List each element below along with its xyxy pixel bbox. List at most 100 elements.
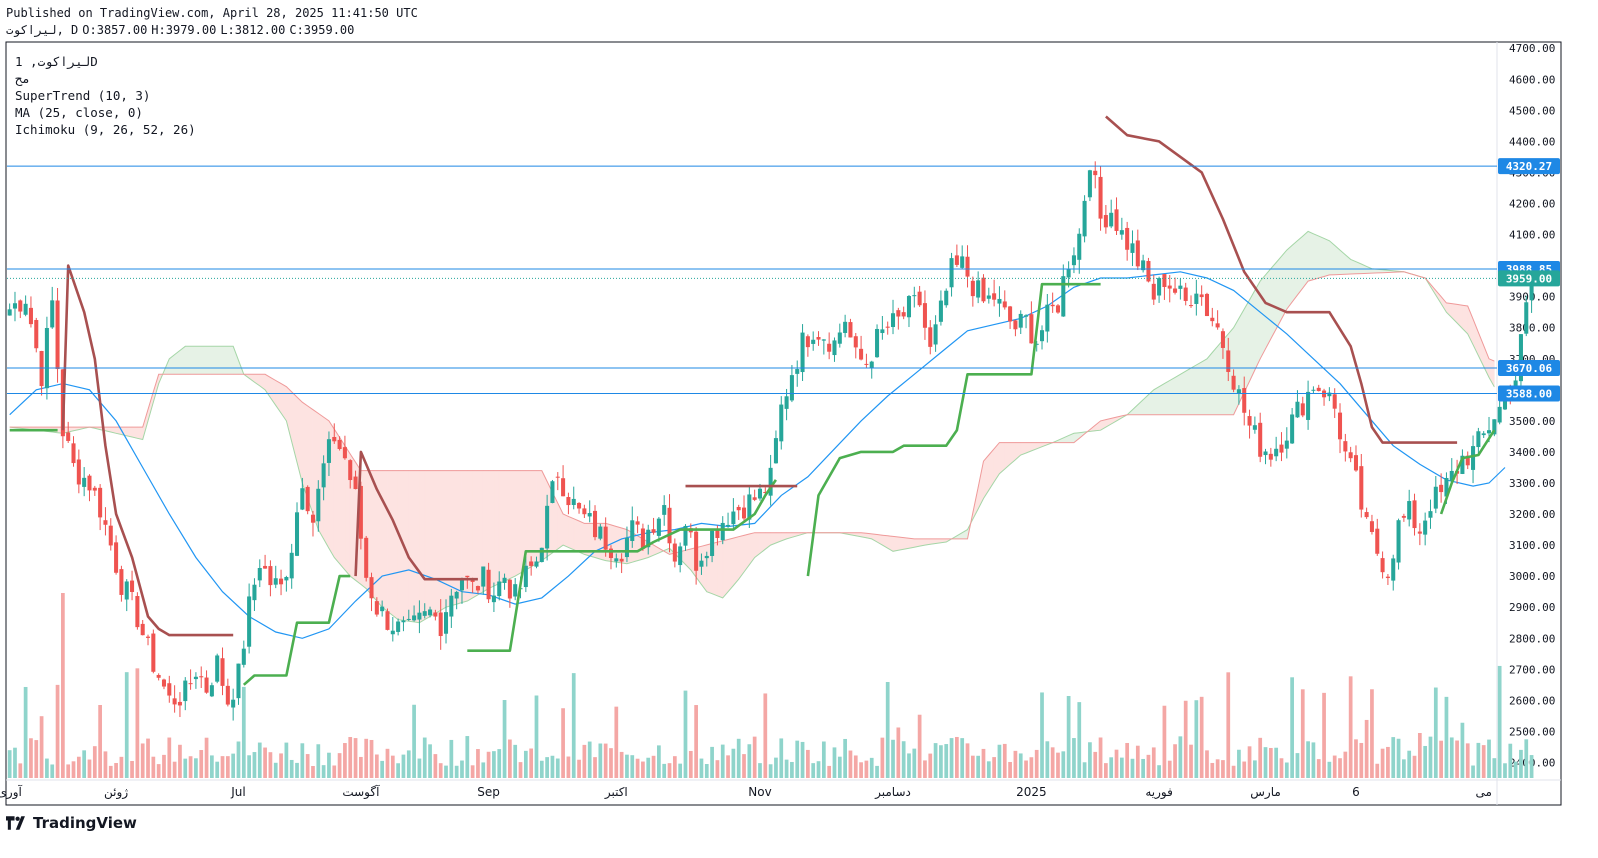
ichimoku-cloud-segment bbox=[616, 526, 622, 564]
candle-body bbox=[986, 295, 991, 299]
volume-bar bbox=[598, 743, 603, 778]
candle-body bbox=[656, 518, 661, 536]
volume-bar bbox=[76, 756, 81, 778]
candle-body bbox=[1263, 451, 1268, 456]
volume-bar bbox=[1396, 738, 1401, 778]
volume-bar bbox=[981, 748, 986, 778]
ichimoku-cloud-segment bbox=[1132, 404, 1139, 415]
candle-body bbox=[1492, 419, 1497, 435]
volume-bar bbox=[907, 753, 911, 778]
candle-body bbox=[1008, 306, 1013, 322]
last-price-badge bbox=[1498, 270, 1560, 287]
candle-body bbox=[1486, 430, 1492, 434]
volume-bar bbox=[1125, 742, 1130, 778]
volume-bar bbox=[1433, 687, 1438, 778]
volume-bar bbox=[178, 744, 182, 778]
ichimoku-cloud-segment bbox=[211, 346, 218, 375]
candle-body bbox=[1231, 375, 1236, 390]
candle-body bbox=[683, 525, 688, 546]
candle-body bbox=[76, 459, 81, 485]
volume-bar bbox=[853, 755, 858, 778]
ichimoku-cloud-segment bbox=[1174, 373, 1181, 415]
volume-bar bbox=[18, 763, 23, 778]
volume-bar bbox=[124, 672, 129, 778]
volume-bar bbox=[119, 756, 124, 778]
candle-body bbox=[859, 348, 864, 360]
volume-bar bbox=[1210, 762, 1215, 778]
candle-body bbox=[1279, 444, 1284, 453]
legend-symbol[interactable]: لیراکوت, 1D bbox=[15, 54, 98, 69]
volume-bar bbox=[593, 757, 597, 778]
candle-body bbox=[273, 578, 278, 585]
candle-body bbox=[747, 494, 752, 520]
volume-bar bbox=[1364, 719, 1369, 778]
ichimoku-cloud-segment bbox=[296, 396, 303, 484]
volume-bar bbox=[231, 753, 236, 778]
volume-bar bbox=[1183, 700, 1188, 778]
legend-supertrend[interactable]: SuperTrend (10, 3) bbox=[15, 88, 151, 103]
volume-bar bbox=[1178, 736, 1183, 778]
candle-body bbox=[1311, 389, 1316, 391]
candle-body bbox=[1359, 466, 1364, 510]
volume-bar bbox=[305, 754, 310, 778]
candle-body bbox=[773, 438, 778, 464]
candle-body bbox=[1119, 230, 1124, 235]
volume-bar bbox=[1263, 747, 1268, 778]
volume-bar bbox=[1253, 760, 1257, 778]
ohlc-open: O:3857.00 bbox=[82, 23, 148, 37]
candle-body bbox=[353, 476, 358, 490]
volume-bar bbox=[167, 737, 172, 778]
volume-bar bbox=[550, 755, 555, 778]
volume-bar bbox=[1338, 758, 1342, 778]
volume-bar bbox=[50, 764, 55, 778]
tradingview-logo[interactable]: TradingView bbox=[6, 814, 137, 832]
published-caption: Published on TradingView.com, April 28, … bbox=[6, 6, 418, 20]
candle-body bbox=[1103, 215, 1108, 228]
candle-body bbox=[66, 432, 71, 441]
volume-bar bbox=[1327, 761, 1332, 778]
volume-bar bbox=[1503, 763, 1507, 778]
ichimoku-cloud-segment bbox=[908, 537, 915, 549]
candle-body bbox=[177, 701, 182, 706]
ichimoku-cloud-segment bbox=[1297, 235, 1304, 296]
candle-body bbox=[630, 520, 635, 541]
volume-bar bbox=[795, 740, 800, 778]
ohlc-readout: لیراکوت, D O:3857.00 H:3979.00 L:3812.00 C:3… bbox=[6, 23, 358, 37]
candle-body bbox=[779, 404, 784, 442]
candle-body bbox=[167, 683, 172, 696]
x-tick-label: فوریه bbox=[1145, 785, 1173, 800]
candle-body bbox=[582, 508, 587, 515]
candle-body bbox=[1157, 278, 1162, 296]
candle-body bbox=[215, 655, 220, 682]
ichimoku-cloud-segment bbox=[1302, 230, 1309, 289]
ichimoku-cloud-segment bbox=[451, 470, 457, 607]
volume-bar bbox=[688, 750, 693, 778]
candle-body bbox=[731, 511, 736, 525]
volume-bar bbox=[577, 759, 581, 778]
volume-bar bbox=[1114, 749, 1119, 778]
candle-body bbox=[433, 612, 438, 617]
volume-bar bbox=[864, 760, 869, 778]
ma-line bbox=[9, 271, 1506, 639]
ichimoku-cloud-segment bbox=[333, 428, 340, 565]
volume-bar bbox=[433, 754, 438, 778]
candle-body bbox=[550, 481, 555, 503]
candle-body bbox=[651, 529, 656, 533]
candle-body bbox=[1396, 520, 1401, 563]
ichimoku-cloud-segment bbox=[1153, 386, 1160, 415]
ichimoku-cloud-segment bbox=[1291, 240, 1298, 303]
volume-bar bbox=[199, 750, 204, 778]
ichimoku-cloud-segment bbox=[514, 470, 521, 577]
candle-body bbox=[438, 612, 443, 637]
volume-bar bbox=[225, 756, 230, 778]
legend-ma[interactable]: MA (25, close, 0) bbox=[15, 105, 143, 120]
indicator-legend: لیراکوت, 1D مح SuperTrend (10, 3) MA (25… bbox=[15, 53, 196, 138]
candle-body bbox=[252, 584, 257, 601]
volume-bar bbox=[635, 758, 640, 778]
legend-ichimoku[interactable]: Ichimoku (9, 26, 52, 26) bbox=[15, 122, 196, 137]
ichimoku-cloud-segment bbox=[381, 470, 388, 612]
volume-bar bbox=[758, 763, 762, 778]
volume-bar bbox=[1072, 738, 1076, 778]
volume-bar bbox=[710, 746, 714, 778]
